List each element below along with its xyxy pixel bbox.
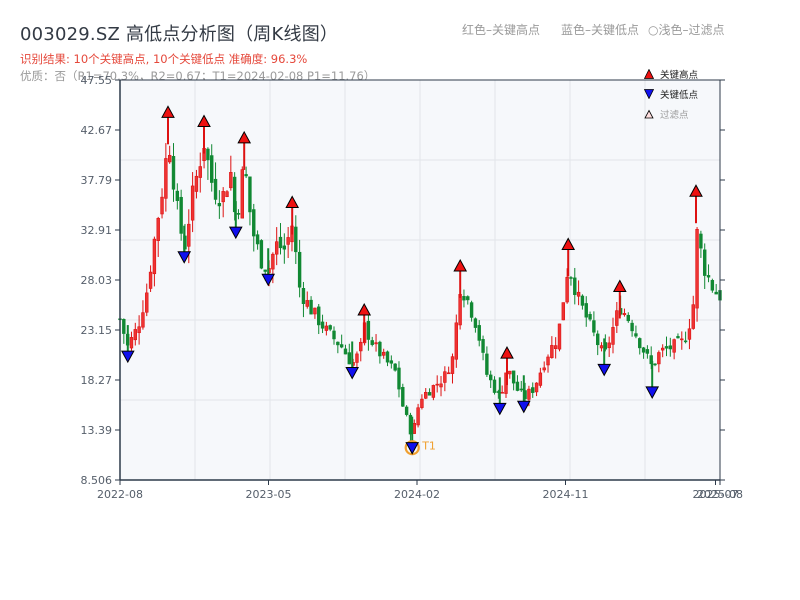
candles: [118, 143, 722, 441]
top-legend-blue: 蓝色–关键低点: [561, 23, 640, 37]
y-tick-label: 32.91: [81, 224, 113, 237]
x-tick-label: 2023-05: [246, 488, 292, 501]
triangle-up-icon: [644, 69, 654, 79]
x-tick-label: 2024-02: [394, 488, 440, 501]
y-tick-label: 42.67: [81, 124, 113, 137]
t1-label: T1: [421, 440, 436, 453]
key-high-marker: [500, 346, 514, 359]
key-low-marker: [120, 350, 135, 364]
key-high-marker: [689, 184, 703, 197]
key-high-marker: [561, 237, 576, 250]
key-high-marker: [237, 130, 252, 144]
key-low-marker: [177, 251, 192, 264]
y-tick-label: 23.15: [81, 324, 113, 337]
key-low-marker: [345, 366, 360, 380]
chart-legend: 关键高点 关键低点 过滤点: [644, 64, 698, 124]
key-low-marker: [492, 402, 507, 416]
gridlines: [120, 80, 720, 480]
legend-item-high: 关键高点: [644, 64, 698, 84]
key-high-marker: [612, 279, 627, 292]
x-tick-label: 2025-07: [693, 488, 739, 501]
chart-title: 003029.SZ 高低点分析图（周K线图）: [20, 24, 339, 45]
top-legend-red: 红色–关键高点: [462, 23, 541, 37]
key-high-marker: [357, 303, 372, 316]
legend-label: 关键低点: [660, 90, 699, 101]
key-low-marker: [228, 226, 243, 240]
key-point-markers: T1: [120, 105, 703, 456]
y-tick-label: 37.79: [81, 174, 113, 187]
key-high-marker: [197, 114, 211, 128]
y-tick-label: 28.03: [81, 274, 113, 287]
result-summary: 识别结果: 10个关键高点, 10个关键低点 准确度: 96.3%: [20, 52, 308, 66]
x-tick-label: 2022-08: [97, 488, 143, 501]
legend-label: 过滤点: [660, 110, 689, 121]
y-tick-label: 18.27: [81, 374, 113, 387]
axes: 47.55 42.67 37.79 32.91 28.03 23.15 18.27 13.39…: [81, 74, 743, 501]
key-high-marker: [285, 195, 300, 208]
triangle-down-icon: [644, 89, 654, 99]
key-high-marker: [453, 258, 468, 272]
y-tick-label: 47.55: [81, 74, 113, 87]
x-tick-label: 2025-08: [697, 488, 743, 501]
top-legend-light: ○浅色–过滤点: [648, 23, 725, 37]
key-low-marker: [597, 363, 612, 377]
x-tick-label: 2024-11: [543, 488, 589, 501]
key-low-marker: [261, 273, 276, 287]
y-tick-label: 13.39: [81, 424, 113, 437]
legend-label: 关键高点: [660, 70, 699, 81]
key-low-marker: [645, 386, 660, 399]
key-high-marker: [161, 105, 175, 118]
y-tick-label: 8.506: [81, 474, 113, 487]
triangle-outline-icon: [644, 109, 654, 119]
legend-item-low: 关键低点: [644, 84, 698, 104]
key-low-marker: [405, 442, 420, 455]
key-low-marker: [516, 400, 531, 414]
legend-item-filtered: 过滤点: [644, 104, 698, 124]
